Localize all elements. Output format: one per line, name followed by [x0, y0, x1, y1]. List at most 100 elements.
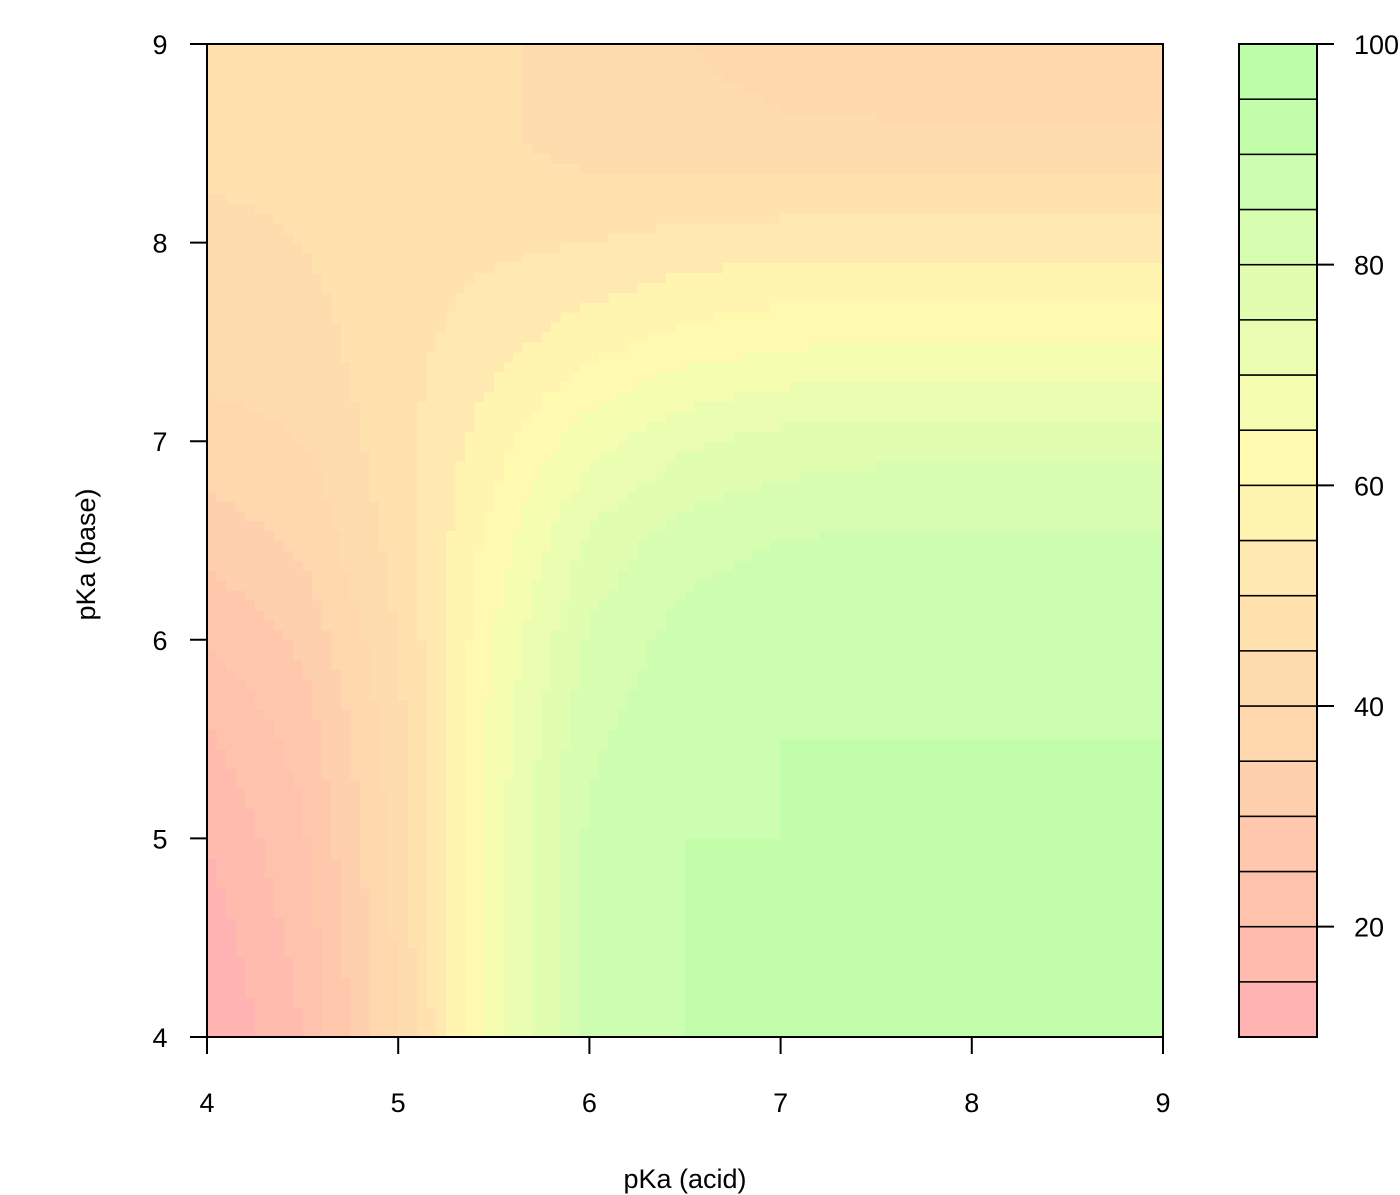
contour-cell	[1143, 619, 1155, 631]
contour-cell	[847, 907, 858, 919]
contour-cell	[981, 639, 992, 651]
contour-cell	[943, 1017, 954, 1028]
contour-cell	[914, 629, 925, 641]
contour-cell	[665, 570, 677, 581]
contour-cell	[312, 967, 323, 979]
contour-cell	[484, 600, 495, 611]
contour-cell	[359, 957, 371, 969]
contour-cell	[780, 977, 791, 988]
contour-cell	[340, 868, 351, 879]
contour-cell	[407, 868, 418, 879]
contour-cell	[407, 937, 418, 949]
contour-cell	[837, 997, 849, 1008]
contour-cell	[1038, 629, 1049, 641]
contour-cell	[962, 540, 973, 552]
contour-cell	[646, 629, 657, 641]
contour-cell	[1010, 570, 1021, 581]
contour-cell	[1115, 580, 1126, 591]
contour-cell	[656, 878, 667, 889]
contour-cell	[302, 649, 313, 661]
contour-cell	[579, 590, 590, 601]
contour-cell	[302, 590, 313, 601]
contour-cell	[924, 888, 935, 899]
contour-cell	[1048, 888, 1059, 899]
contour-cell	[713, 570, 724, 581]
contour-cell	[283, 868, 294, 879]
contour-cell	[933, 907, 944, 919]
contour-cell	[1143, 600, 1155, 611]
contour-cell	[885, 828, 896, 839]
contour-cell	[245, 560, 256, 571]
contour-cell	[474, 917, 485, 929]
contour-cell	[732, 659, 743, 671]
contour-cell	[1105, 659, 1116, 671]
contour-cell	[990, 689, 1002, 700]
contour-cell	[512, 709, 524, 720]
contour-cell	[732, 977, 743, 988]
contour-cell	[1000, 739, 1011, 750]
contour-cell	[809, 917, 820, 929]
contour-cell	[226, 580, 237, 591]
contour-cell	[981, 1017, 992, 1028]
contour-cell	[350, 649, 361, 661]
contour-cell	[359, 858, 371, 869]
contour-cell	[1010, 689, 1021, 700]
contour-cell	[818, 729, 829, 740]
contour-cell	[512, 868, 524, 879]
contour-cell	[302, 749, 313, 760]
contour-cell	[790, 868, 801, 879]
contour-cell	[503, 580, 514, 591]
contour-cell	[532, 967, 543, 979]
contour-cell	[981, 967, 992, 979]
contour-cell	[1038, 868, 1049, 879]
contour-cell	[1134, 639, 1145, 651]
contour-cell	[608, 669, 619, 681]
contour-cell	[866, 848, 877, 859]
contour-cell	[751, 828, 763, 839]
contour-cell	[359, 937, 371, 949]
contour-cell	[971, 888, 982, 899]
contour-cell	[207, 739, 218, 750]
contour-cell	[235, 987, 246, 998]
contour-cell	[1019, 570, 1030, 581]
contour-cell	[1143, 709, 1155, 720]
contour-cell	[895, 808, 906, 820]
contour-cell	[1096, 848, 1107, 859]
contour-cell	[340, 768, 351, 780]
contour-cell	[885, 560, 896, 571]
contour-cell	[598, 689, 610, 700]
contour-cell	[818, 947, 829, 959]
contour-cell	[857, 878, 868, 889]
contour-cell	[235, 868, 246, 879]
contour-cell	[1143, 977, 1155, 988]
contour-cell	[704, 570, 715, 581]
contour-cell	[1000, 540, 1011, 552]
contour-cell	[1000, 917, 1011, 929]
contour-cell	[302, 729, 313, 740]
contour-cell	[570, 639, 581, 651]
contour-cell	[665, 927, 677, 939]
contour-cell	[522, 947, 533, 959]
contour-cell	[1143, 907, 1155, 919]
contour-cell	[799, 858, 810, 869]
contour-cell	[388, 570, 399, 581]
contour-cell	[245, 629, 256, 641]
contour-cell	[675, 758, 686, 770]
contour-cell	[790, 659, 801, 671]
contour-cell	[1010, 540, 1021, 552]
contour-cell	[570, 957, 581, 969]
contour-cell	[1124, 917, 1135, 929]
contour-cell	[350, 590, 361, 601]
contour-cell	[847, 947, 858, 959]
contour-cell	[226, 937, 237, 949]
contour-cell	[436, 897, 447, 909]
contour-cell	[790, 917, 801, 929]
contour-cell	[1105, 798, 1116, 810]
contour-cell	[484, 659, 495, 671]
contour-cell	[293, 719, 304, 730]
contour-cell	[359, 758, 371, 770]
contour-cell	[914, 888, 925, 899]
contour-cell	[828, 888, 839, 899]
contour-cell	[837, 848, 849, 859]
contour-cell	[1038, 649, 1049, 661]
